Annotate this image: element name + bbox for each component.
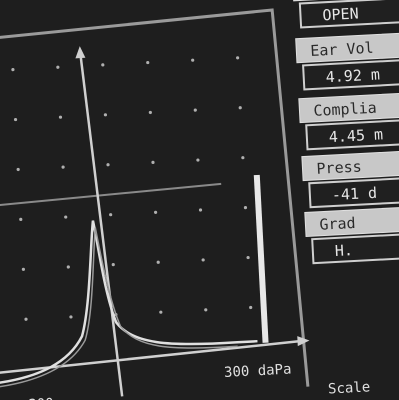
panel-value: H.	[334, 241, 353, 260]
panel-value-box	[305, 118, 399, 151]
panel-label: Ear Vol	[310, 39, 374, 60]
panel-value-box	[298, 0, 399, 29]
x-min-label: 300	[28, 396, 54, 400]
grid-dot	[249, 305, 253, 310]
panel-label-box	[298, 92, 399, 124]
x-max-label: 300 daPa	[224, 361, 292, 381]
grid-dot	[66, 265, 70, 269]
grid-dot	[61, 165, 65, 169]
grid-dot	[64, 215, 68, 219]
grid-dot	[19, 217, 23, 222]
grid-dot	[193, 108, 197, 112]
grid-dot	[101, 63, 105, 67]
grid-dots	[11, 56, 253, 321]
x-axis-arrow	[297, 336, 310, 347]
grid-dot	[16, 167, 20, 172]
grid-dot	[198, 208, 203, 212]
panel-value-box	[302, 58, 399, 91]
graph-frame	[0, 8, 310, 387]
grid-dot	[69, 315, 73, 319]
y-axis-arrow	[75, 46, 86, 59]
graph-divider	[0, 182, 222, 207]
grid-dot	[24, 317, 28, 321]
grid-dot	[11, 68, 15, 72]
panel-label: Press	[316, 158, 362, 178]
panel-value-box	[311, 232, 399, 265]
tympanogram-curve	[0, 220, 258, 384]
grid-dot	[13, 117, 18, 122]
grid-dot	[56, 65, 60, 69]
grid-dot	[196, 158, 200, 162]
panel-label-box	[304, 206, 399, 238]
grid-dot	[236, 56, 240, 60]
panel-value-box	[308, 176, 399, 209]
scale-label: Scale	[328, 379, 371, 397]
panel-value: OPEN	[322, 4, 359, 24]
grid-dot	[146, 60, 150, 65]
grid-dot	[243, 206, 248, 210]
grid-dot	[204, 308, 208, 312]
y-axis	[78, 50, 124, 397]
grid-dot	[153, 210, 158, 214]
grid-dot	[151, 160, 155, 165]
grid-dot	[246, 255, 250, 260]
grid-dot	[159, 310, 163, 314]
grid-dot	[21, 267, 25, 271]
panel-value: -41 d	[331, 184, 377, 204]
panel-value: 4.92 m	[325, 65, 380, 86]
grid-dot	[109, 213, 113, 217]
grid-dot	[58, 115, 63, 119]
grid-dot	[103, 113, 108, 117]
panel-label: Grad	[319, 214, 356, 234]
panel-value: 4.45 m	[328, 125, 383, 146]
panel-label-box	[295, 32, 399, 64]
grid-dot	[241, 156, 245, 160]
grid-dot	[191, 58, 195, 62]
gradient-bar	[253, 174, 269, 343]
grid-dot	[111, 263, 115, 267]
grid-dot	[156, 260, 160, 264]
tympanogram-curve-shadow	[0, 227, 238, 388]
grid-dot	[201, 258, 205, 262]
grid-dot	[106, 163, 110, 167]
panel-label-box	[301, 150, 399, 182]
grid-dot	[238, 106, 242, 110]
grid-dot	[148, 110, 152, 115]
panel-label: Complia	[313, 99, 377, 120]
